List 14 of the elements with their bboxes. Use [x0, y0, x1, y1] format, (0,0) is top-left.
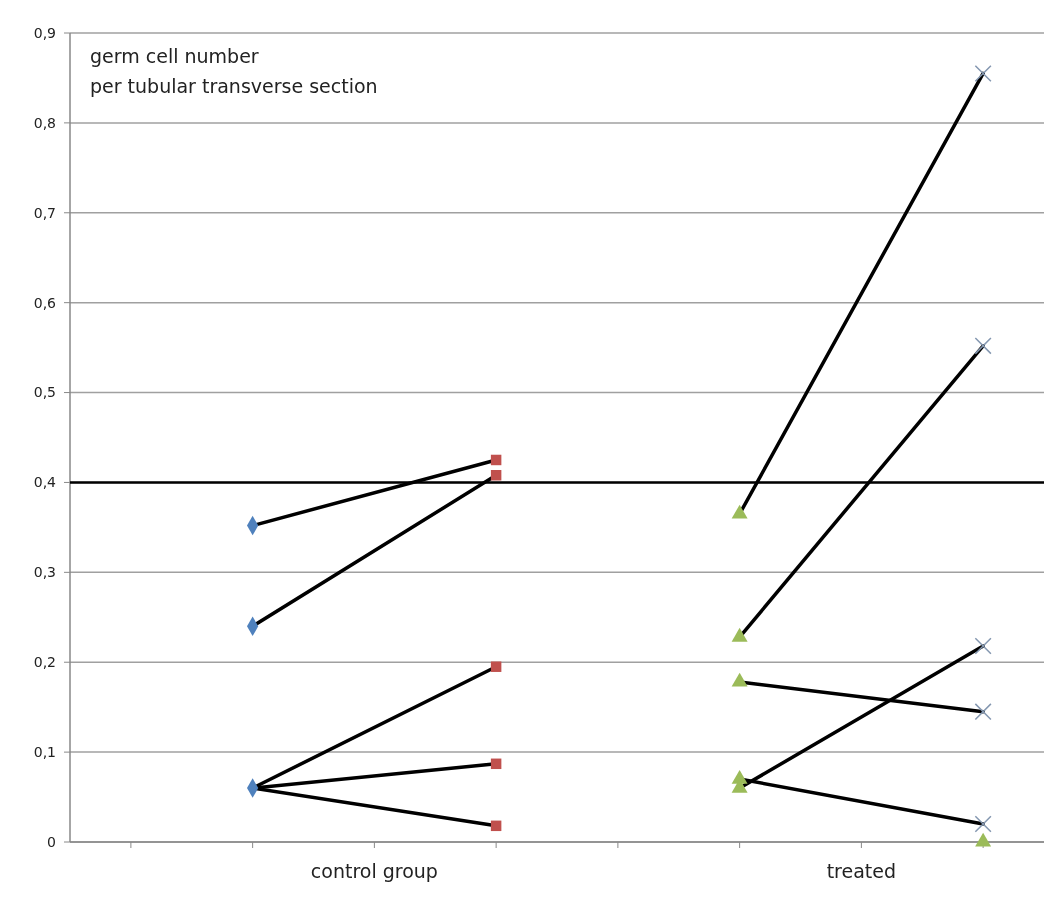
y-tick-label: 0,4 — [33, 474, 57, 491]
annotation: germ cell number — [90, 45, 259, 67]
y-tick-label: 0,6 — [33, 294, 57, 311]
y-tick-label: 0 — [47, 833, 56, 850]
x-tick-label: treated — [826, 860, 897, 882]
y-tick-label: 0,2 — [33, 654, 56, 671]
y-tick-label: 0,7 — [33, 204, 56, 221]
x-tick-label: control group — [310, 860, 438, 882]
y-tick-label: 0,9 — [33, 24, 56, 41]
y-tick-label: 0,3 — [33, 564, 56, 581]
annotation: per tubular transverse section — [90, 75, 378, 97]
y-tick-label: 0,5 — [33, 384, 56, 401]
y-tick-label: 0,1 — [33, 744, 56, 761]
y-tick-label: 0,8 — [33, 114, 56, 131]
